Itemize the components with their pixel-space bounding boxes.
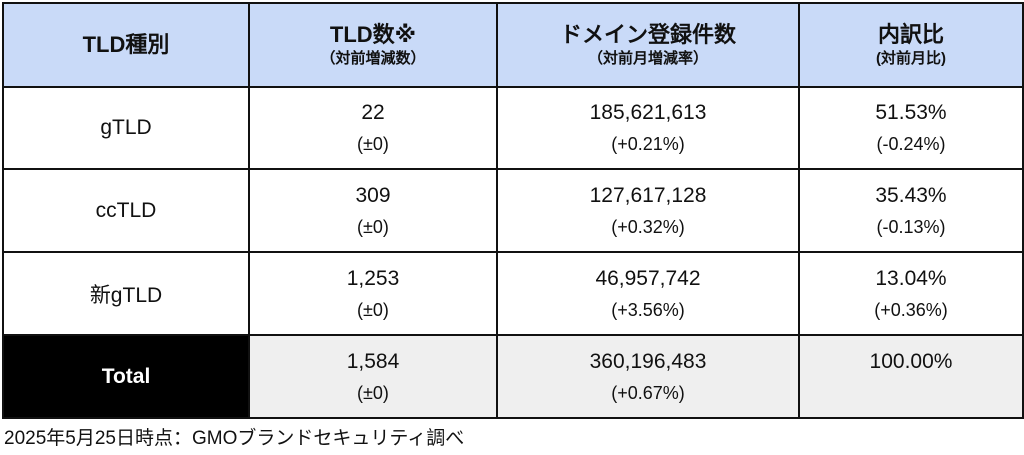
domain-count-cell: 127,617,128 (+0.32%)	[496, 168, 800, 253]
domain-count-cell: 185,621,613 (+0.21%)	[496, 86, 800, 170]
total-tld-count-cell: 1,584 (±0)	[248, 334, 498, 419]
tld-count-value: 22	[361, 101, 385, 124]
source-caption: 2025年5月25日時点：GMOブランドセキュリティ調べ	[4, 428, 465, 449]
header-tld-count: TLD数※ （対前増減数）	[248, 2, 498, 88]
domain-count-value: 185,621,613	[589, 101, 707, 124]
domain-count-value: 127,617,128	[589, 183, 707, 207]
domain-count-value: 46,957,742	[595, 266, 701, 290]
table-row: gTLD 22 (±0) 185,621,613 (+0.21%) 51.53%…	[2, 86, 1024, 170]
header-tld-type: TLD種別	[2, 2, 250, 88]
share-diff: (+0.36%)	[874, 299, 948, 320]
share-value: 13.04%	[875, 266, 947, 290]
tld-count-cell: 22 (±0)	[248, 86, 498, 170]
share-cell: 35.43% (-0.13%)	[798, 168, 1024, 253]
row-label: ccTLD	[2, 168, 250, 253]
tld-statistics-table: TLD種別 TLD数※ （対前増減数） ドメイン登録件数 （対前月増減率） 内訳…	[2, 2, 1024, 419]
total-share-value: 100.00%	[869, 350, 953, 373]
tld-count-value: 1,253	[346, 266, 400, 290]
header-tld-count-label: TLD数※	[329, 22, 417, 47]
tld-count-diff: (±0)	[357, 134, 389, 154]
total-domain-count-value: 360,196,483	[589, 349, 707, 373]
total-share-cell: 100.00%	[798, 334, 1024, 419]
domain-count-cell: 46,957,742 (+3.56%)	[496, 251, 800, 336]
header-row: TLD種別 TLD数※ （対前増減数） ドメイン登録件数 （対前月増減率） 内訳…	[2, 2, 1024, 88]
header-share-sublabel: (対前月比)	[876, 50, 946, 67]
header-tld-count-sublabel: （対前増減数）	[320, 50, 426, 67]
header-share: 内訳比 (対前月比)	[798, 2, 1024, 88]
total-domain-count-rate: (+0.67%)	[611, 382, 685, 403]
row-label: gTLD	[2, 86, 250, 170]
domain-count-rate: (+0.32%)	[611, 216, 685, 237]
tld-count-cell: 309 (±0)	[248, 168, 498, 253]
tld-count-value: 309	[355, 183, 391, 207]
total-tld-count-diff: (±0)	[357, 382, 389, 403]
header-domain-count: ドメイン登録件数 （対前月増減率）	[496, 2, 800, 88]
share-diff: (-0.24%)	[876, 134, 946, 154]
header-tld-type-label: TLD種別	[82, 32, 170, 57]
tld-count-diff: (±0)	[357, 216, 389, 237]
share-diff: (-0.13%)	[876, 216, 946, 237]
domain-count-rate: (+0.21%)	[611, 134, 685, 154]
tld-count-cell: 1,253 (±0)	[248, 251, 498, 336]
header-share-label: 内訳比	[877, 22, 944, 47]
row-label: 新gTLD	[2, 251, 250, 336]
domain-count-rate: (+3.56%)	[611, 299, 685, 320]
share-value: 35.43%	[875, 183, 947, 207]
share-value: 51.53%	[875, 101, 947, 124]
share-cell: 51.53% (-0.24%)	[798, 86, 1024, 170]
total-tld-count-value: 1,584	[346, 349, 400, 373]
table-row: 新gTLD 1,253 (±0) 46,957,742 (+3.56%) 13.…	[2, 251, 1024, 336]
header-domain-count-label: ドメイン登録件数	[559, 22, 736, 47]
table-row: ccTLD 309 (±0) 127,617,128 (+0.32%) 35.4…	[2, 168, 1024, 253]
total-row: Total 1,584 (±0) 360,196,483 (+0.67%) 10…	[2, 334, 1024, 419]
total-label: Total	[2, 334, 250, 419]
tld-count-diff: (±0)	[357, 299, 389, 320]
header-domain-count-sublabel: （対前月増減率）	[587, 50, 708, 67]
total-domain-count-cell: 360,196,483 (+0.67%)	[496, 334, 800, 419]
share-cell: 13.04% (+0.36%)	[798, 251, 1024, 336]
